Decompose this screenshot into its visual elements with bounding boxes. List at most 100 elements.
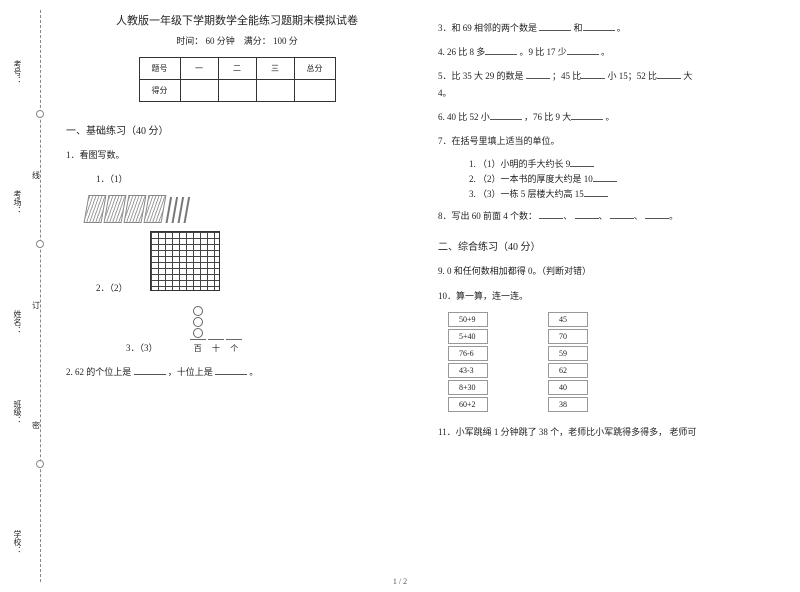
score-table: 题号 一 二 三 总分 得分 (139, 57, 336, 102)
end: 。 (669, 211, 678, 221)
score-header: 二 (218, 58, 256, 80)
blank (593, 172, 617, 182)
blank (575, 209, 599, 219)
abacus-label: 个 (226, 339, 242, 356)
q4: 4. 26 比 8 多 。9 比 17 少 。 (438, 44, 780, 60)
q3-text: 。 (617, 23, 626, 33)
match-table: 50+9 5+40 76-6 43-3 8+30 60+2 45 70 59 6… (448, 312, 780, 412)
match-right: 38 (548, 397, 588, 412)
q7-item: （1）小明的手大约长 9 (478, 157, 780, 170)
binding-char: 线 (32, 170, 40, 181)
blank (570, 157, 594, 167)
q1-1-label: 1．（1） (96, 171, 408, 187)
score-header: 题号 (139, 58, 180, 80)
q4-text: 4. 26 比 8 多 (438, 47, 485, 57)
abacus-label: 百 (190, 339, 206, 356)
blank (584, 187, 608, 197)
q5-text: 大 (683, 71, 692, 81)
blank (567, 45, 599, 55)
sticks-figure (86, 195, 408, 223)
blank (526, 69, 550, 79)
match-right: 70 (548, 329, 588, 344)
score-cell (218, 80, 256, 102)
q3-text: 3．和 69 相邻的两个数是 (438, 23, 539, 33)
blank (657, 69, 681, 79)
q7-item: （2）一本书的厚度大约是 10 (478, 172, 780, 185)
q8-text: 8．写出 60 前面 4 个数： (438, 211, 537, 221)
blank (215, 365, 247, 375)
q6-text: 。 (606, 112, 615, 122)
q5-text: 小 15；52 比 (608, 71, 658, 81)
score-header: 一 (180, 58, 218, 80)
match-left: 76-6 (448, 346, 488, 361)
sep: 、 (599, 211, 608, 221)
exam-subtitle: 时间： 60 分钟 满分： 100 分 (66, 34, 408, 47)
blank (134, 365, 166, 375)
score-header: 三 (256, 58, 294, 80)
section-2-title: 二、综合练习（40 分） (438, 238, 780, 253)
blank (539, 21, 571, 31)
q9: 9. 0 和任何数相加都得 0。（判断对错） (438, 263, 780, 279)
binding-dot (36, 240, 44, 248)
q10: 10．算一算，连一连。 (438, 288, 780, 304)
q8: 8．写出 60 前面 4 个数： 、 、 、 。 (438, 208, 780, 224)
q2-text: 。 (249, 367, 258, 377)
q1-3-row: 3．（3） 百 十 个 (66, 305, 408, 356)
sep: 、 (563, 211, 572, 221)
full-value: 100 分 (273, 36, 298, 46)
binding-label-room: 考场： (12, 190, 23, 214)
sep: 、 (634, 211, 643, 221)
q1: 1．看图写数。 (66, 147, 408, 163)
blank (490, 110, 522, 120)
match-left: 5+40 (448, 329, 488, 344)
binding-label-id: 考号： (12, 60, 23, 84)
score-cell (256, 80, 294, 102)
q1-2-label: 2．（2） (96, 283, 128, 293)
q7: 7．在括号里填上适当的单位。 (438, 133, 780, 149)
score-label: 得分 (139, 80, 180, 102)
q3-text: 和 (574, 23, 583, 33)
q6: 6. 40 比 52 小 ，76 比 9 大 。 (438, 109, 780, 125)
q7-3-text: （3）一栋 5 层楼大约高 15 (478, 189, 584, 199)
match-right: 59 (548, 346, 588, 361)
match-right: 45 (548, 312, 588, 327)
blank (645, 209, 669, 219)
blank (539, 209, 563, 219)
score-header: 总分 (294, 58, 335, 80)
q4-text: 。 (601, 47, 610, 57)
full-label: 满分： (244, 36, 271, 46)
blank (583, 21, 615, 31)
match-left: 60+2 (448, 397, 488, 412)
binding-dot (36, 110, 44, 118)
score-cell (294, 80, 335, 102)
score-cell (180, 80, 218, 102)
blank (485, 45, 517, 55)
q7-1-text: （1）小明的手大约长 9 (478, 159, 570, 169)
q11: 11．小军跳绳 1 分钟跳了 38 个，老师比小军跳得多得多， 老师可 (438, 424, 780, 440)
q1-3-label: 3．（3） (126, 343, 158, 353)
q5: 5．比 35 大 29 的数是 ；45 比 小 15；52 比 大 4。 (438, 68, 780, 100)
binding-label-class: 班级： (12, 400, 23, 424)
abacus-label: 十 (208, 339, 224, 356)
binding-char: 订 (32, 300, 40, 311)
exam-title: 人教版一年级下学期数学全能练习题期末模拟试卷 (66, 12, 408, 28)
q2-text: 2. 62 的个位上是 (66, 367, 134, 377)
binding-dot (36, 460, 44, 468)
q7-2-text: （2）一本书的厚度大约是 10 (478, 174, 593, 184)
q4-text: 。9 比 17 少 (520, 47, 567, 57)
blank (610, 209, 634, 219)
binding-label-school: 学校： (12, 530, 23, 554)
abacus-figure: 百 十 个 (190, 305, 243, 356)
q5-text: ；45 比 (552, 71, 581, 81)
match-left: 8+30 (448, 380, 488, 395)
page-number: 1 / 2 (393, 577, 407, 586)
q2: 2. 62 的个位上是 ，十位上是 。 (66, 364, 408, 380)
q5-text: 5．比 35 大 29 的数是 (438, 71, 526, 81)
blank (581, 69, 605, 79)
match-right: 40 (548, 380, 588, 395)
time-value: 60 分钟 (205, 36, 234, 46)
time-label: 时间： (176, 36, 203, 46)
binding-line (40, 10, 41, 582)
q7-item: （3）一栋 5 层楼大约高 15 (478, 187, 780, 200)
binding-label-name: 姓名： (12, 310, 23, 334)
